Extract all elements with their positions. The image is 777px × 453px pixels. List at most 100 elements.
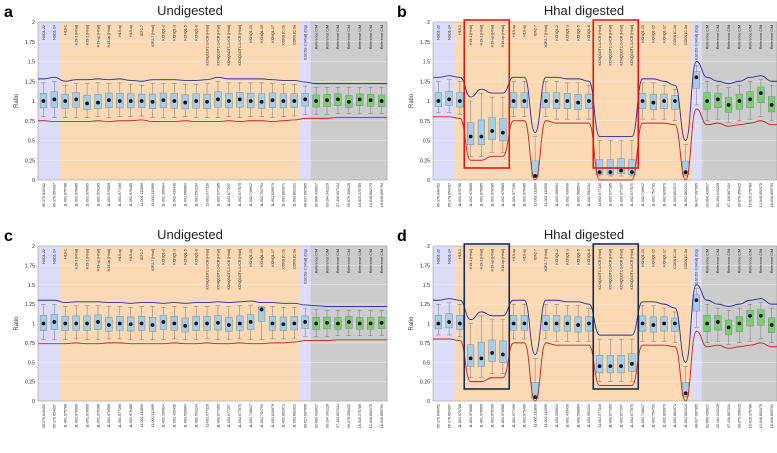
probe-label: Reference C/M <box>358 249 362 273</box>
x-category-label: 09-079.359425 <box>738 404 742 428</box>
data-point-27 <box>336 97 340 102</box>
x-category-label: 05-176.654397 <box>447 183 451 207</box>
plot-frame <box>37 21 388 181</box>
x-category-label: 11-002.111995 <box>544 404 548 427</box>
data-point-29 <box>357 321 362 326</box>
x-category-label: 11-001.979489 <box>523 183 527 207</box>
x-category-label: 11-001.977190 <box>512 404 516 428</box>
x-category-label: 11-002.677297 <box>227 404 231 428</box>
data-point-12 <box>172 99 177 103</box>
data-point-0 <box>41 321 46 326</box>
data-point-11 <box>161 320 166 324</box>
x-category-label: 11-002.591234 <box>194 183 198 207</box>
probe-label: KCNQ1-3 <box>566 25 570 41</box>
x-category-label: 09-079.359425 <box>347 404 351 428</box>
data-point-10 <box>150 323 155 327</box>
probe-label: KCNQ1-13 <box>249 25 253 43</box>
upper-limit-line <box>433 284 777 363</box>
data-point-10 <box>543 321 548 326</box>
probe-label: Reference C/M <box>325 25 329 49</box>
x-category-label: 11-002.677116 <box>598 404 602 428</box>
probe-label: H19-up <box>512 25 516 37</box>
probe-label: IGF2-7 [HhaI] <box>544 249 548 271</box>
y-tick-label: 1.25 <box>25 79 35 85</box>
data-point-25 <box>314 321 319 326</box>
data-point-26 <box>325 320 329 325</box>
probe-label: Reference C/M <box>727 25 731 49</box>
data-point-22 <box>281 322 286 327</box>
probe-label: KCNQ1-13 <box>641 25 645 43</box>
probe-label: Reference C/M <box>705 249 709 273</box>
x-category-label: 11-001.976665 <box>480 183 484 207</box>
x-category-label: 16-015.375789 <box>748 404 752 428</box>
x-category-label: 08-027.697995 <box>695 183 699 207</box>
plot-frame <box>37 245 388 402</box>
upper-limit-line <box>433 61 777 141</box>
y-tick-label: 0.25 <box>420 158 430 164</box>
data-point-30 <box>758 91 763 95</box>
probe-label: H19-1 [HhaI] <box>469 249 473 269</box>
probe-label: KCNQ1-15 <box>260 25 264 43</box>
y-tick-label: 1 <box>32 322 35 328</box>
data-point-16 <box>608 364 613 369</box>
highlight-box-0 <box>463 243 511 390</box>
probe-label: KCNQ1-15 <box>652 25 656 43</box>
data-point-27 <box>336 321 340 326</box>
data-point-14 <box>194 321 199 326</box>
x-category-label: 03-194.341229 <box>325 404 329 428</box>
data-point-1 <box>52 320 57 324</box>
x-category-label: 12-048.852475 <box>759 404 763 428</box>
x-category-label: 11-002.861971 <box>282 404 286 428</box>
data-point-3 <box>74 97 79 102</box>
probe-label: IGF2-7 [HhaI] <box>151 249 155 271</box>
box-4 <box>477 341 485 367</box>
probe-label: KCNQ1OT1-1-ICR [HhaI] <box>216 249 220 290</box>
panel-title: Undigested <box>157 227 223 242</box>
x-category-label: 02-060.416617 <box>705 183 709 207</box>
probe-label: KCNQ1-17 <box>662 249 666 267</box>
x-category-label: 11-002.356934 <box>555 404 559 428</box>
y-axis-label: Ratio <box>409 316 415 331</box>
data-point-31 <box>379 320 384 325</box>
data-point-3 <box>468 134 473 139</box>
probe-label: KCNQ1-15 <box>652 249 656 267</box>
data-point-9 <box>533 395 538 400</box>
probe-label: KCNQ1OT1-1-ICR [HhaI] <box>630 249 634 290</box>
x-category-label: 11-002.356934 <box>162 404 166 428</box>
data-point-23 <box>683 391 688 396</box>
probe-label: ESCO2-3 [HhaI] (Dig) <box>304 249 308 284</box>
data-point-9 <box>533 174 538 178</box>
x-category-label: 11-001.977190 <box>118 404 122 428</box>
probe-label: KCNQ1-2 <box>555 249 559 265</box>
x-category-label: 03-194.341229 <box>716 404 720 428</box>
x-category-label: 11-002.111890 <box>533 404 537 427</box>
probe-label: H19-up <box>523 25 527 37</box>
panel-a: a Undigested 2 1.75 1.5 1.25 1 0.75 0.5 0.25 0 Rati… <box>4 3 388 207</box>
x-category-label: 11-002.677297 <box>619 183 623 207</box>
data-point-3 <box>468 356 473 361</box>
data-point-2 <box>63 99 68 103</box>
x-category-label: 02-060.416617 <box>314 404 318 428</box>
x-category-label: 11-001.975788 <box>64 404 68 428</box>
probe-label: H19-up [HhaI] <box>107 25 111 47</box>
probe-label: H19-1 [HhaI] <box>85 25 89 45</box>
y-axis-label: Ratio <box>409 93 415 108</box>
y-tick-label: 1.25 <box>420 79 430 85</box>
data-point-15 <box>205 321 209 326</box>
x-category-label: 05-176.654397 <box>53 404 57 428</box>
probe-label: H19-1 <box>458 25 462 35</box>
x-category-label: 11-002.439436 <box>173 183 177 207</box>
probe-label: NSD1-24 <box>447 25 451 40</box>
x-category-label: 11-002.111995 <box>151 183 155 206</box>
data-point-11 <box>554 99 559 103</box>
lower-limit-line <box>38 117 387 122</box>
probe-label: KCNQ1OT1-1-ICR [HhaI] <box>619 25 623 66</box>
data-point-2 <box>457 99 462 103</box>
x-category-label: 18-046.859794 <box>770 183 774 207</box>
x-category-label: 11-001.976665 <box>480 404 484 428</box>
x-category-label: 08-027.697995 <box>695 404 699 428</box>
box-3 <box>467 344 475 367</box>
probe-label: KCNQ1-13 <box>249 249 253 267</box>
panel-c: c Undigested 2 1.75 1.5 1.25 1 0.75 0.5 0.25 0 Rati… <box>4 227 388 428</box>
x-category-label: 11-002.677185 <box>609 183 613 207</box>
